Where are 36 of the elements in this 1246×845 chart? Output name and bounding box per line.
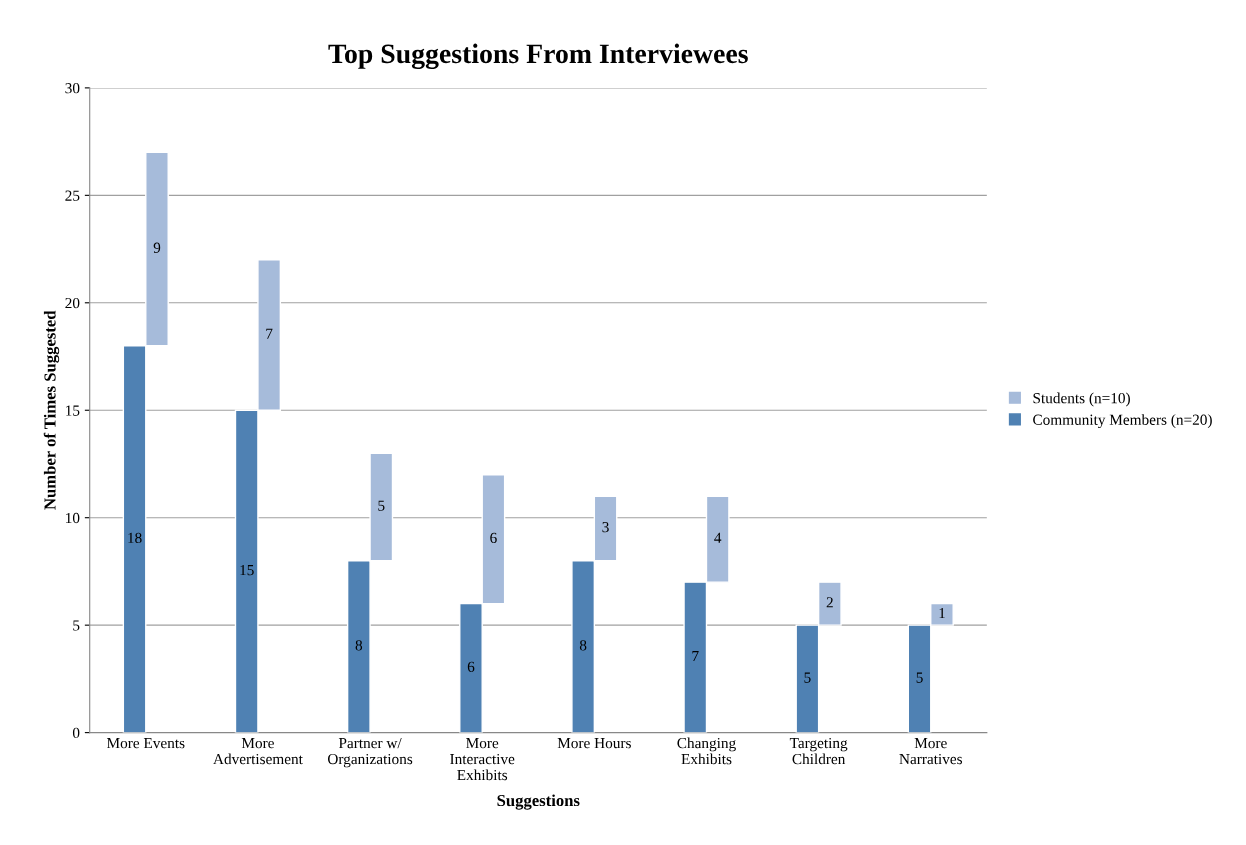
y-axis-title: Number of Times Suggested: [43, 310, 60, 510]
x-tick-label: Partner w/ Organizations: [327, 738, 413, 768]
x-tick-label: Targeting Children: [789, 737, 848, 765]
chart-title: Top Suggestions From Interviewees: [328, 43, 748, 70]
data-label: 15: [240, 565, 254, 576]
x-tick-label: More Interactive Exhibits: [450, 738, 515, 781]
data-label: 5: [804, 672, 811, 683]
y-tick-label: 25: [65, 190, 80, 201]
x-tick-label: More Events: [106, 738, 185, 749]
legend-label: Students (n=10): [1033, 392, 1130, 407]
x-axis-title: Suggestions: [497, 794, 580, 810]
x-tick-label: More Advertisement: [213, 738, 303, 765]
x-tick-label: Changing Exhibits: [677, 737, 736, 765]
x-tick-label: More Narratives: [899, 738, 963, 765]
legend-label: Community Members (n=20): [1033, 414, 1212, 429]
x-tick-label: More Hours: [557, 738, 631, 749]
y-tick-label: 30: [65, 83, 80, 94]
data-label: 18: [128, 532, 142, 544]
data-label: 8: [579, 640, 587, 651]
y-tick-label: 10: [66, 512, 80, 524]
data-label: 7: [266, 328, 273, 339]
data-label: 2: [826, 597, 833, 608]
y-tick-label: 5: [73, 620, 80, 631]
y-tick-label: 20: [65, 297, 80, 309]
data-label: 7: [692, 651, 699, 662]
data-label: 6: [467, 661, 475, 672]
data-label: 6: [490, 532, 497, 544]
y-tick-label: 15: [66, 405, 80, 416]
data-label: 4: [714, 532, 722, 543]
data-label: 1: [939, 608, 945, 619]
data-label: 9: [153, 242, 161, 253]
y-tick-label: 0: [72, 727, 80, 739]
data-label: 5: [378, 500, 385, 511]
data-label: 8: [355, 640, 363, 651]
data-label: 3: [602, 522, 609, 533]
data-label: 5: [916, 672, 923, 683]
